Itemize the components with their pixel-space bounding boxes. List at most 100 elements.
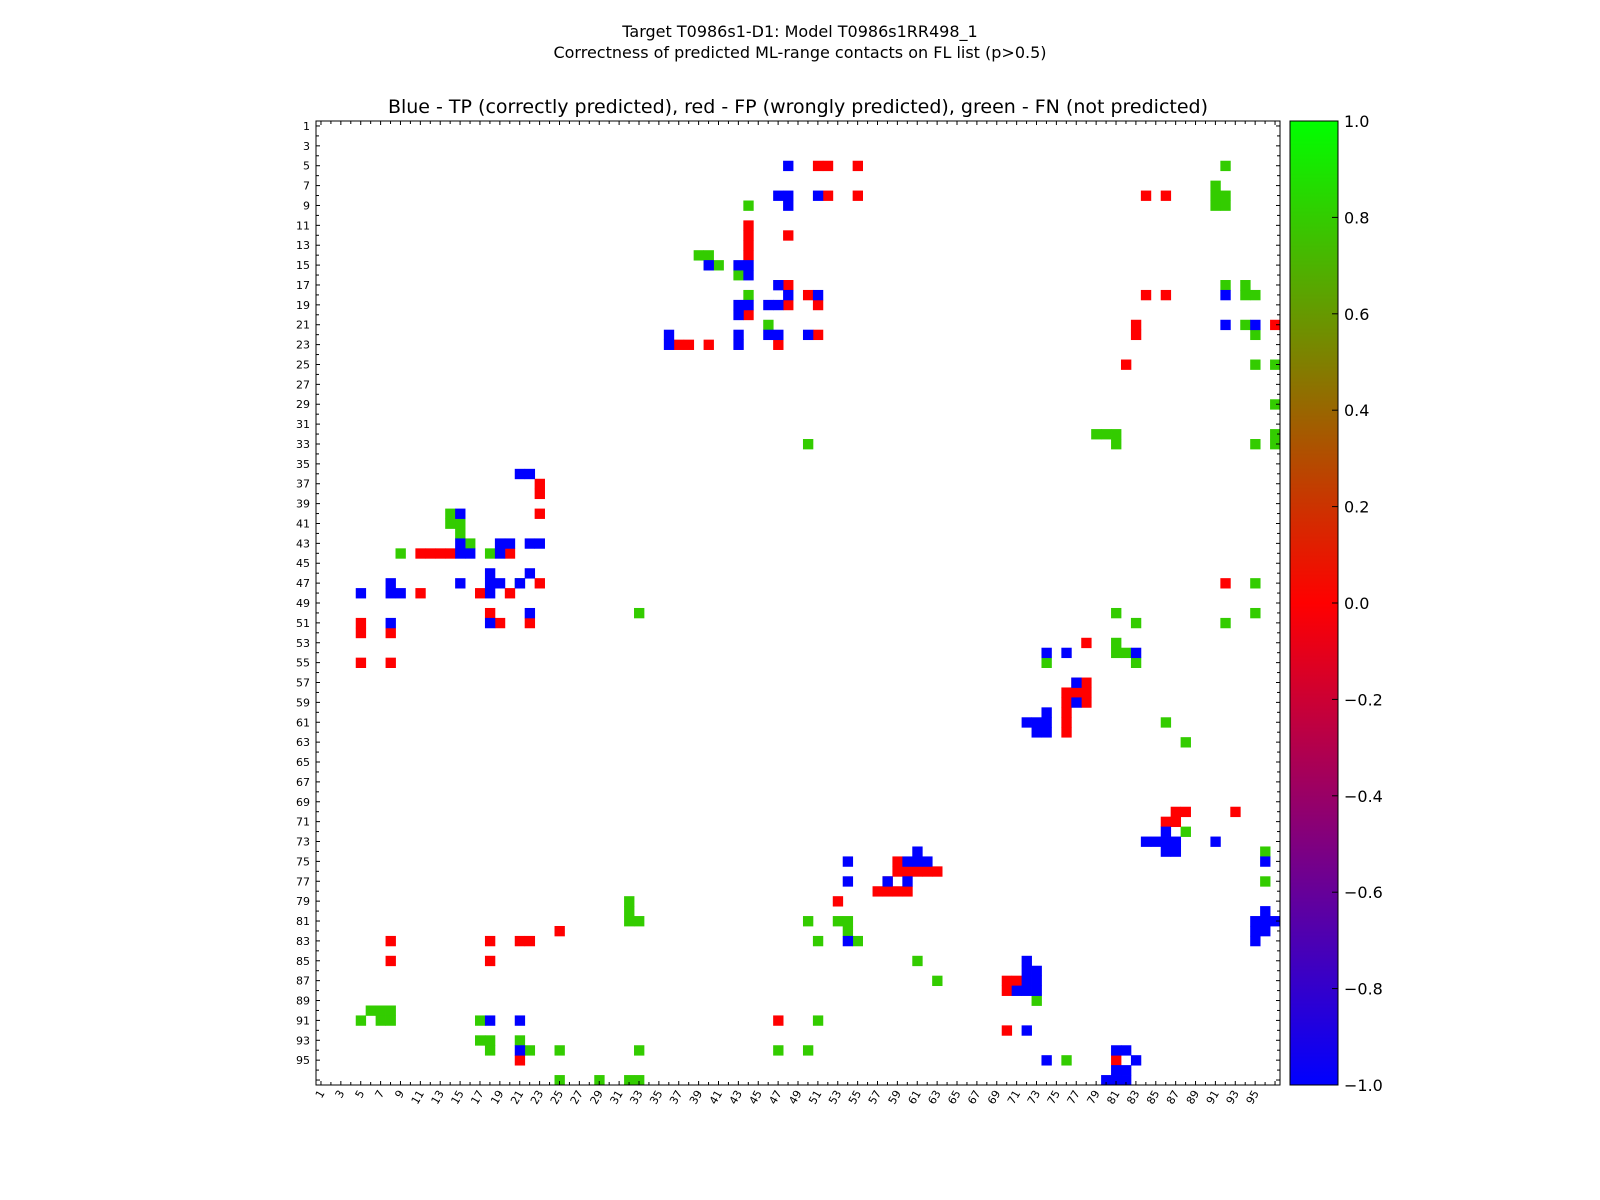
contact-cell-fn (1180, 826, 1191, 837)
colorbar: 1.0 0.8 0.6 0.4 0.2 0.0 −0.2 −0.4 −0.6 −0.8 −1.0 (1289, 112, 1383, 1095)
contact-cell-fp (385, 955, 396, 967)
contact-cell-fp (1061, 707, 1072, 718)
y-tick-label: 73 (296, 836, 310, 849)
y-tick-label: 29 (296, 398, 310, 411)
contact-cell-fn (355, 1015, 367, 1026)
contact-cell-fn (1101, 429, 1112, 440)
contact-cell-fn (1220, 190, 1231, 201)
contact-cell-fn (1111, 637, 1122, 649)
contact-cell-tp (484, 617, 496, 629)
y-tick-label: 13 (296, 239, 310, 252)
colorbar-tick-label: −0.8 (1344, 980, 1383, 999)
contact-cell-fp (1081, 677, 1092, 688)
x-tick-label: 19 (488, 1088, 506, 1107)
contact-cell-fn (812, 935, 824, 947)
contact-cell-tp (812, 289, 824, 301)
contact-cell-fp (385, 657, 396, 668)
y-tick-label: 3 (303, 140, 310, 153)
y-tick-label: 49 (296, 597, 310, 610)
contact-cell-fp (812, 299, 824, 311)
contact-cell-fn (484, 1035, 496, 1046)
contact-cells (355, 160, 1281, 1086)
y-tick-label: 45 (296, 557, 310, 570)
contact-cell-fp (1230, 806, 1241, 818)
x-axis-tick-labels: 1 3 5 7 9 11 13 15 17 19 21 23 25 27 29 31 33 35 37 39 41 43 4… (313, 1088, 1262, 1107)
y-tick-label: 15 (296, 259, 310, 272)
colorbar-tick-label: 0.2 (1344, 498, 1369, 517)
contact-cell-fp (822, 160, 834, 172)
contact-cell-fp (932, 866, 943, 877)
contact-cell-fp (1001, 985, 1013, 996)
contact-cell-fp (703, 339, 714, 350)
contact-cell-fp (1081, 687, 1092, 698)
contact-cell-fn (1031, 995, 1042, 1006)
contact-cell-fp (1061, 687, 1072, 698)
contact-cell-tp (524, 568, 536, 579)
y-tick-label: 33 (296, 438, 310, 451)
y-tick-label: 53 (296, 637, 310, 650)
x-tick-label: 77 (1065, 1088, 1083, 1107)
contact-cell-fn (842, 925, 854, 937)
contact-cell-tp (733, 299, 744, 311)
contact-cell-tp (514, 1015, 526, 1026)
y-axis-tick-labels: 1357911131517192123252729313335373941434… (296, 120, 310, 1067)
contact-cell-fn (802, 1045, 814, 1056)
contact-cell-fp (355, 657, 367, 668)
x-tick-label: 7 (372, 1088, 387, 1101)
contact-cell-fp (1061, 697, 1072, 708)
y-tick-label: 9 (303, 200, 310, 213)
contact-cell-fp (892, 866, 903, 877)
x-tick-label: 47 (766, 1088, 784, 1107)
y-tick-label: 75 (296, 855, 310, 868)
contact-cell-fn (1240, 289, 1251, 301)
y-tick-label: 59 (296, 696, 310, 709)
contact-cell-tp (1031, 975, 1042, 987)
x-tick-label: 83 (1124, 1088, 1142, 1107)
contact-cell-fp (475, 588, 486, 599)
contact-cell-tp (733, 309, 744, 321)
contact-cell-tp (484, 578, 496, 589)
contact-cell-tp (484, 588, 496, 599)
contact-cell-fp (534, 488, 545, 500)
y-tick-label: 19 (296, 299, 310, 312)
contact-cell-fp (524, 617, 536, 629)
x-tick-label: 21 (508, 1088, 526, 1107)
x-tick-label: 67 (965, 1088, 983, 1107)
colorbar-tick-label: −0.4 (1344, 787, 1383, 806)
contact-cell-fn (1160, 717, 1172, 728)
contact-cell-fn (524, 1045, 536, 1056)
contact-cell-tp (1220, 289, 1231, 301)
contact-cell-tp (1160, 836, 1172, 847)
contact-cell-fp (882, 886, 893, 897)
contact-cell-fn (743, 289, 754, 301)
contact-cell-fn (852, 935, 863, 947)
y-tick-label: 83 (296, 935, 310, 948)
contact-cell-tp (1021, 955, 1032, 967)
x-tick-label: 81 (1104, 1088, 1122, 1107)
contact-cell-tp (842, 876, 854, 887)
contact-cell-fp (415, 548, 426, 559)
x-tick-label: 93 (1224, 1088, 1242, 1107)
contact-cell-tp (902, 876, 913, 887)
contact-cell-tp (395, 588, 406, 599)
contact-cell-fp (504, 548, 516, 559)
contact-cell-fn (624, 896, 635, 907)
y-tick-label: 35 (296, 458, 310, 471)
y-tick-label: 65 (296, 756, 310, 769)
y-tick-label: 47 (296, 577, 310, 590)
contact-cell-fp (504, 588, 516, 599)
contact-cell-tp (1160, 846, 1172, 857)
x-tick-label: 25 (548, 1088, 566, 1107)
x-tick-label: 85 (1144, 1088, 1162, 1107)
x-tick-label: 65 (945, 1088, 963, 1107)
contact-cell-fp (484, 935, 496, 947)
contact-cell-fn (1111, 439, 1122, 450)
contact-cell-fn (1220, 280, 1231, 291)
colorbar-tick-label: −0.2 (1344, 690, 1383, 709)
contact-cell-fp (1160, 190, 1172, 201)
plot-title: Blue - TP (correctly predicted), red - F… (388, 96, 1208, 118)
contact-cell-fp (832, 896, 844, 907)
contact-cell-tp (455, 548, 466, 559)
contact-cell-fn (1250, 607, 1261, 619)
contact-cell-tp (1071, 697, 1082, 708)
